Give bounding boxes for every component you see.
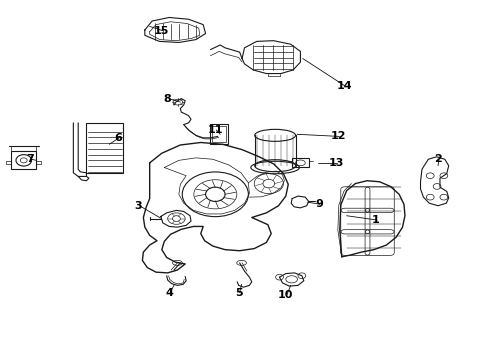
Text: 1: 1 — [371, 215, 379, 225]
Bar — [36, 161, 41, 164]
Text: 3: 3 — [134, 201, 142, 211]
Text: 7: 7 — [27, 154, 34, 164]
Text: 6: 6 — [114, 133, 122, 143]
Text: 2: 2 — [433, 154, 441, 164]
Bar — [11, 152, 36, 169]
Bar — [6, 161, 11, 164]
Text: 12: 12 — [330, 131, 346, 141]
Bar — [86, 123, 122, 173]
Bar — [212, 126, 225, 142]
Bar — [291, 158, 308, 167]
Text: 14: 14 — [336, 81, 351, 91]
Text: 15: 15 — [154, 26, 169, 36]
Text: 5: 5 — [234, 288, 242, 297]
Text: 9: 9 — [314, 199, 322, 209]
Text: 10: 10 — [278, 290, 293, 300]
Text: 13: 13 — [327, 158, 343, 168]
Text: 4: 4 — [165, 288, 173, 297]
Text: 8: 8 — [163, 94, 171, 104]
Text: 11: 11 — [207, 125, 223, 135]
Bar — [209, 125, 228, 144]
